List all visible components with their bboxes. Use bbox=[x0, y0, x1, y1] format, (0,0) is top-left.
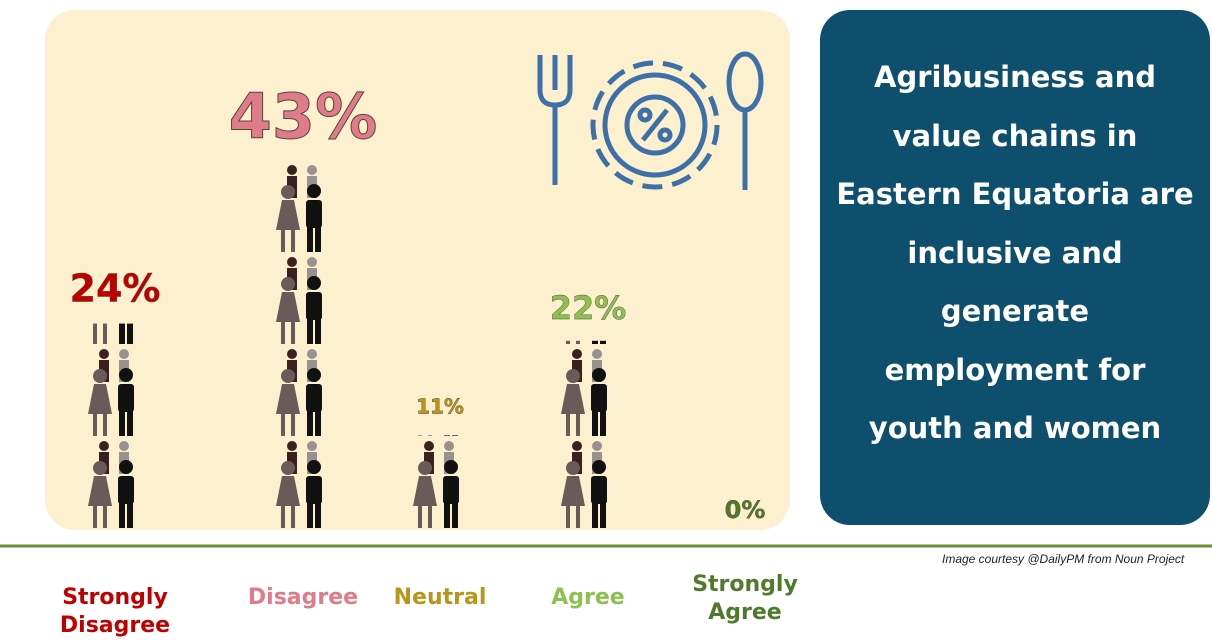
category-label: Strongly Disagree bbox=[40, 584, 190, 640]
title: Agribusiness and value chains in Eastern… bbox=[835, 48, 1195, 458]
value-label: 24% bbox=[70, 267, 161, 311]
value-label: 22% bbox=[550, 289, 627, 327]
people-stack bbox=[80, 324, 150, 530]
value-label: 43% bbox=[229, 80, 377, 153]
page: 24% 43% 11% 22% 0% Agribusiness and value ch… bbox=[0, 0, 1212, 639]
category-label: Neutral bbox=[365, 584, 515, 612]
category-label: Strongly Agree bbox=[670, 571, 820, 627]
value-label: 11% bbox=[416, 394, 464, 418]
credit: Image courtesy @DailyPM from Noun Projec… bbox=[942, 552, 1184, 566]
people-stack bbox=[405, 435, 475, 530]
people-stack bbox=[268, 160, 338, 530]
value-label: 0% bbox=[725, 496, 766, 524]
category-label: Agree bbox=[513, 584, 663, 612]
category-label: Disagree bbox=[228, 584, 378, 612]
people-stack bbox=[553, 341, 623, 530]
